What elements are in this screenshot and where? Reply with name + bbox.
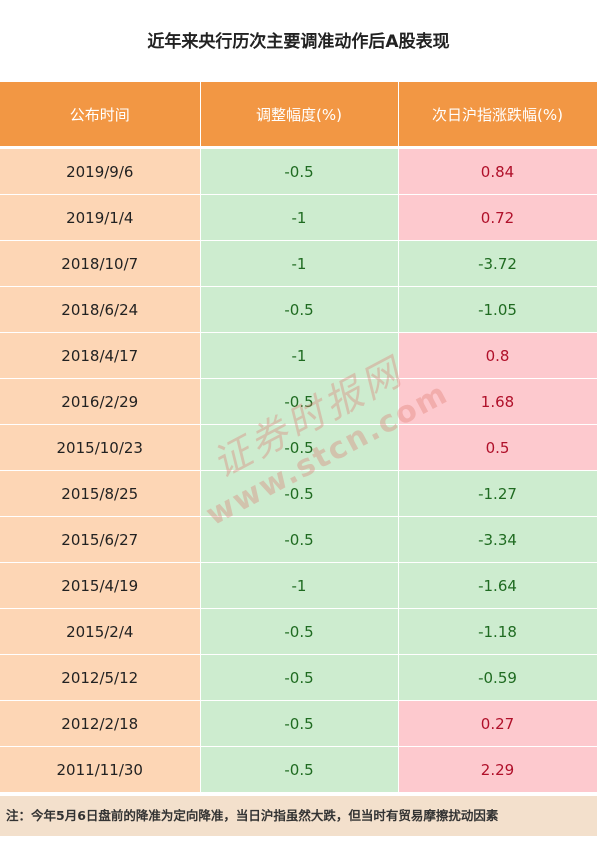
table-title: 近年来央行历次主要调准动作后A股表现 — [147, 32, 450, 52]
cell-adjustment: -0.5 — [200, 286, 399, 333]
cell-date: 2015/2/4 — [0, 608, 201, 655]
cell-adjustment: -0.5 — [200, 654, 399, 701]
table-row: 2016/2/29 -0.5 1.68 — [0, 378, 597, 425]
table-row: 2019/1/4 -1 0.72 — [0, 194, 597, 241]
cell-adjustment: -1 — [200, 240, 399, 287]
cell-adjustment: -0.5 — [200, 424, 399, 471]
cell-next-day-change: 0.8 — [398, 332, 597, 379]
cell-next-day-change: -3.72 — [398, 240, 597, 287]
table-row: 2011/11/30 -0.5 2.29 — [0, 746, 597, 793]
cell-next-day-change: 0.72 — [398, 194, 597, 241]
cell-date: 2019/9/6 — [0, 146, 201, 195]
col-header-date: 公布时间 — [0, 82, 201, 148]
cell-next-day-change: 2.29 — [398, 746, 597, 793]
table-row: 2015/2/4 -0.5 -1.18 — [0, 608, 597, 655]
cell-adjustment: -0.5 — [200, 378, 399, 425]
table-row: 2012/5/12 -0.5 -0.59 — [0, 654, 597, 701]
cell-next-day-change: -0.59 — [398, 654, 597, 701]
table-row: 2015/10/23 -0.5 0.5 — [0, 424, 597, 471]
cell-date: 2015/4/19 — [0, 562, 201, 609]
cell-date: 2018/4/17 — [0, 332, 201, 379]
cell-date: 2016/2/29 — [0, 378, 201, 425]
header-row: 公布时间 调整幅度(%) 次日沪指涨跌幅(%) — [0, 82, 597, 148]
cell-adjustment: -0.5 — [200, 608, 399, 655]
cell-next-day-change: -1.64 — [398, 562, 597, 609]
table-row: 2018/10/7 -1 -3.72 — [0, 240, 597, 287]
cell-next-day-change: 0.5 — [398, 424, 597, 471]
cell-date: 2012/2/18 — [0, 700, 201, 747]
table-row: 2015/8/25 -0.5 -1.27 — [0, 470, 597, 517]
cell-adjustment: -0.5 — [200, 746, 399, 793]
cell-next-day-change: -1.05 — [398, 286, 597, 333]
cell-date: 2011/11/30 — [0, 746, 201, 793]
col-header-next-day-change: 次日沪指涨跌幅(%) — [398, 82, 597, 148]
col-header-adjustment: 调整幅度(%) — [200, 82, 399, 148]
cell-adjustment: -1 — [200, 194, 399, 241]
cell-date: 2018/6/24 — [0, 286, 201, 333]
cell-adjustment: -1 — [200, 562, 399, 609]
cell-next-day-change: -1.18 — [398, 608, 597, 655]
table-row: 2015/6/27 -0.5 -3.34 — [0, 516, 597, 563]
cell-date: 2015/10/23 — [0, 424, 201, 471]
cell-next-day-change: 0.27 — [398, 700, 597, 747]
cell-next-day-change: 0.84 — [398, 146, 597, 195]
cell-next-day-change: -3.34 — [398, 516, 597, 563]
cell-adjustment: -0.5 — [200, 146, 399, 195]
table-row: 2018/4/17 -1 0.8 — [0, 332, 597, 379]
cell-date: 2019/1/4 — [0, 194, 201, 241]
table-row: 2019/9/6 -0.5 0.84 — [0, 146, 597, 195]
cell-date: 2015/8/25 — [0, 470, 201, 517]
cell-adjustment: -1 — [200, 332, 399, 379]
cell-date: 2018/10/7 — [0, 240, 201, 287]
cell-date: 2012/5/12 — [0, 654, 201, 701]
cell-date: 2015/6/27 — [0, 516, 201, 563]
footnote: 注：今年5月6日盘前的降准为定向降准，当日沪指虽然大跌，但当时有贸易摩擦扰动因素 — [0, 796, 597, 836]
table-row: 2015/4/19 -1 -1.64 — [0, 562, 597, 609]
table-row: 2018/6/24 -0.5 -1.05 — [0, 286, 597, 333]
cell-adjustment: -0.5 — [200, 516, 399, 563]
table-body: 2019/9/6 -0.5 0.84 2019/1/4 -1 0.72 2018/10/7-… — [0, 146, 597, 793]
cell-adjustment: -0.5 — [200, 700, 399, 747]
table-row: 2012/2/18 -0.5 0.27 — [0, 700, 597, 747]
cell-next-day-change: -1.27 — [398, 470, 597, 517]
cell-next-day-change: 1.68 — [398, 378, 597, 425]
rrr-table: 公布时间 调整幅度(%) 次日沪指涨跌幅(%) 2019/9/6 -0.5 0.84… — [0, 82, 597, 793]
cell-adjustment: -0.5 — [200, 470, 399, 517]
